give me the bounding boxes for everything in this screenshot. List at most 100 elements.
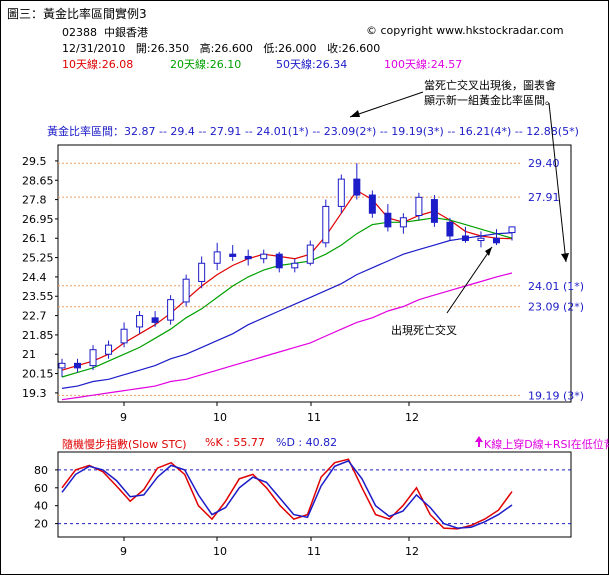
annotation-arrows	[349, 91, 569, 314]
oscillator-y-tick-label: 40	[34, 500, 48, 513]
fib-level-lines: 29.40 27.91 24.01 (1*) 23.09 (2*) 19.19 (3*)	[58, 157, 584, 402]
callout-line-1: 當死亡交叉出現後，圖表會	[424, 79, 556, 92]
candle-body	[260, 253, 268, 260]
fib-level-label: 19.19 (3*)	[528, 389, 584, 402]
ma10-label: 10天線	[62, 58, 98, 71]
death-cross-arrow-head	[485, 247, 492, 256]
fib-level-label: 24.01 (1*)	[528, 280, 584, 293]
candle-body	[415, 196, 423, 217]
candle-body	[198, 262, 206, 282]
price-y-tick-label: 25.25	[22, 252, 54, 265]
ma20-label: 20天線	[170, 58, 206, 71]
death-cross-callout: 當死亡交叉出現後，圖表會 顯示新一組黃金比率區間。	[424, 78, 556, 108]
candle-body	[120, 328, 128, 344]
candle-body	[353, 178, 361, 196]
close-label: 收	[327, 42, 339, 55]
ma20-value: 26.10	[209, 58, 242, 71]
ma-line-4	[61, 272, 513, 401]
candle-body	[461, 235, 469, 242]
price-y-tick-label: 29.5	[22, 155, 47, 168]
moving-average-lines	[61, 189, 513, 401]
price-x-tick-label: 10	[213, 411, 227, 424]
candle-body	[275, 253, 283, 269]
price-x-tick-label: 12	[405, 411, 419, 424]
price-y-tick-label: 26.1	[22, 232, 47, 245]
price-x-ticks: 9 10 11 12	[120, 402, 419, 424]
stock-code: 02388	[62, 26, 97, 39]
oscillator-y-tick-label: 60	[34, 482, 48, 495]
price-candles	[58, 163, 516, 377]
stock-identifier: 02388 中銀香港	[62, 24, 148, 40]
ma100-value: 24.57	[430, 58, 463, 71]
fib-level-label: 27.91	[528, 191, 560, 204]
candle-body	[446, 221, 454, 237]
oscillator-y-ticks: 80 60 40 20	[34, 464, 58, 531]
ohlc-date: 12/31/2010	[62, 42, 126, 55]
price-y-tick-label: 28.65	[22, 174, 54, 187]
oscillator-x-tick-label: 10	[213, 545, 227, 558]
candle-body	[244, 255, 252, 260]
open-value: 26.350	[150, 42, 190, 55]
candle-body	[368, 194, 376, 214]
ma50-legend: 50天線:26.34	[276, 58, 348, 71]
oscillator-lines	[61, 458, 513, 530]
price-y-tick-label: 23.55	[22, 290, 54, 303]
fib-level-label: 23.09 (2*)	[528, 301, 584, 314]
low-label: 低	[263, 42, 275, 55]
signal-arrow-icon	[475, 436, 483, 447]
oscillator-plot-area	[57, 451, 572, 538]
d-line	[61, 459, 513, 529]
high-label: 高	[199, 42, 211, 55]
ma10-value: 26.08	[101, 58, 134, 71]
oscillator-title: 隨機慢步指數(Slow STC)	[62, 438, 187, 451]
candle-body	[182, 278, 190, 303]
candle-body	[508, 226, 516, 234]
ma10-legend: 10天線:26.08	[62, 58, 134, 71]
oscillator-x-ticks: 9 10 11 12	[120, 537, 419, 558]
high-value: 26.600	[214, 42, 253, 55]
candle-body	[151, 317, 159, 323]
candle-body	[337, 178, 345, 207]
price-y-tick-label: 21	[22, 348, 36, 361]
ma50-label: 50天線	[276, 58, 312, 71]
candle-body	[430, 199, 438, 223]
ma20-legend: 20天線:26.10	[170, 58, 242, 71]
callout-arrow-2	[548, 102, 567, 263]
candle-body	[136, 315, 144, 328]
candle-body	[229, 253, 237, 257]
price-x-tick-label: 9	[120, 411, 127, 424]
candle-body	[399, 217, 407, 228]
candle-body	[74, 362, 82, 369]
price-plot-area	[57, 144, 572, 403]
price-y-tick-label: 19.3	[22, 387, 47, 400]
copyright-text: © copyright www.hkstockradar.com	[366, 24, 564, 37]
oscillator-x-tick-label: 12	[405, 545, 419, 558]
oscillator-y-tick-label: 80	[34, 464, 48, 477]
d-value-label: %D : 40.82	[276, 436, 338, 449]
candle-body	[105, 344, 113, 355]
low-value: 26.000	[278, 42, 317, 55]
figure-title: 圖三：黃金比率區間實例3	[7, 7, 147, 21]
k-value-label: %K : 55.77	[205, 436, 265, 449]
oscillator-x-tick-label: 11	[307, 545, 321, 558]
candle-body	[213, 251, 221, 264]
price-x-tick-label: 11	[307, 411, 321, 424]
ma-line-3	[61, 232, 513, 389]
death-cross-label: 出現死亡交叉	[391, 324, 457, 337]
ma100-label: 100天線	[384, 58, 427, 71]
candle-body	[492, 237, 500, 244]
signal-label: K線上穿D線+RSI在低位背馳	[484, 438, 609, 451]
ma-line-1	[61, 189, 513, 371]
callout-arrow-1	[349, 91, 424, 118]
ma50-value: 26.34	[315, 58, 348, 71]
stock-name: 中銀香港	[104, 26, 148, 39]
candle-body	[322, 205, 330, 244]
golden-ratio-range: 黃金比率區間：32.87 -- 29.4 -- 27.91 -- 24.01(1…	[47, 125, 579, 138]
price-y-tick-label: 27.8	[22, 194, 47, 207]
candle-body	[167, 299, 175, 321]
close-value: 26.600	[341, 42, 381, 55]
price-y-tick-label: 20.15	[22, 368, 54, 381]
price-y-tick-label: 26.95	[22, 213, 54, 226]
oscillator-y-tick-label: 20	[34, 518, 48, 531]
death-cross-arrow	[446, 246, 493, 314]
